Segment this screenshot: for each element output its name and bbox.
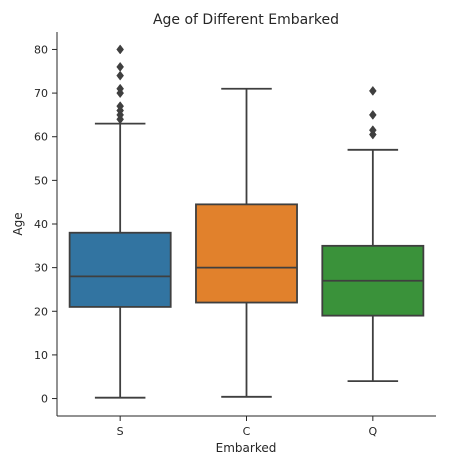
box-s (68, 44, 172, 399)
y-axis-ticks: 0 10 20 30 40 50 60 70 80 (34, 43, 57, 406)
y-tick-label: 40 (34, 218, 48, 231)
y-tick-label: 10 (34, 349, 48, 362)
x-tick-label: S (117, 425, 124, 438)
outlier-point (369, 85, 377, 96)
x-tick-label: Q (368, 425, 377, 438)
iqr-box (68, 231, 172, 308)
y-tick-label: 50 (34, 174, 48, 187)
y-tick-label: 80 (34, 43, 48, 56)
outlier-point (116, 44, 124, 55)
y-tick-label: 20 (34, 305, 48, 318)
chart-title: Age of Different Embarked (153, 12, 339, 28)
outlier-point (116, 61, 124, 72)
outlier-point (116, 83, 124, 94)
y-tick-label: 0 (41, 393, 48, 406)
x-axis-label: Embarked (216, 441, 277, 455)
box-q (321, 85, 425, 382)
outlier-point (116, 101, 124, 112)
y-tick-label: 70 (34, 87, 48, 100)
box-series (68, 44, 425, 399)
iqr-box (195, 203, 298, 304)
y-tick-label: 60 (34, 131, 48, 144)
outlier-point (369, 109, 377, 120)
x-tick-label: C (243, 425, 251, 438)
y-axis-label: Age (11, 212, 25, 235)
y-tick-label: 30 (34, 262, 48, 275)
outlier-point (369, 125, 377, 136)
outlier-point (116, 70, 124, 81)
box-c (195, 87, 298, 398)
